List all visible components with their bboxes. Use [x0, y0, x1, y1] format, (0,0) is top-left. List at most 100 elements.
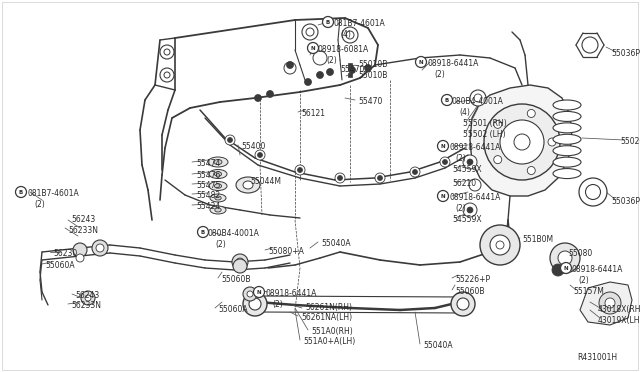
- Circle shape: [527, 167, 535, 174]
- Circle shape: [96, 244, 104, 252]
- Bar: [348, 73, 352, 77]
- Circle shape: [442, 94, 452, 106]
- Circle shape: [527, 109, 535, 118]
- Ellipse shape: [209, 170, 227, 179]
- Text: 55080: 55080: [568, 249, 592, 258]
- Text: 56210: 56210: [452, 179, 476, 188]
- Circle shape: [306, 28, 314, 36]
- Ellipse shape: [210, 206, 226, 214]
- Text: 081B7-4601A: 081B7-4601A: [27, 189, 79, 198]
- Text: 55470: 55470: [340, 65, 364, 74]
- Circle shape: [467, 207, 473, 213]
- Ellipse shape: [553, 112, 581, 121]
- Text: 55501 (RH): 55501 (RH): [463, 119, 507, 128]
- Circle shape: [15, 186, 26, 198]
- Circle shape: [493, 155, 502, 164]
- Circle shape: [335, 173, 345, 183]
- Text: 08918-6081A: 08918-6081A: [318, 45, 369, 54]
- Circle shape: [442, 160, 447, 164]
- Text: 55400: 55400: [241, 142, 266, 151]
- Text: 54559X: 54559X: [452, 165, 482, 174]
- Text: 55010B: 55010B: [358, 60, 387, 69]
- Text: B: B: [19, 189, 23, 195]
- Circle shape: [243, 287, 257, 301]
- Ellipse shape: [599, 292, 621, 314]
- Text: 55475: 55475: [196, 181, 220, 190]
- Text: 55482: 55482: [196, 191, 220, 200]
- Text: 56233N: 56233N: [68, 226, 98, 235]
- Circle shape: [227, 138, 232, 142]
- Circle shape: [440, 157, 450, 167]
- Ellipse shape: [553, 157, 581, 167]
- Circle shape: [323, 16, 333, 28]
- Circle shape: [326, 68, 333, 76]
- Ellipse shape: [209, 182, 227, 190]
- Text: R431001H: R431001H: [577, 353, 617, 362]
- Circle shape: [298, 167, 303, 173]
- Ellipse shape: [215, 196, 221, 200]
- Ellipse shape: [214, 160, 222, 164]
- Circle shape: [225, 135, 235, 145]
- Ellipse shape: [553, 134, 581, 144]
- Text: 551B0M: 551B0M: [522, 235, 553, 244]
- Circle shape: [561, 263, 572, 273]
- Circle shape: [92, 240, 108, 256]
- Ellipse shape: [210, 194, 226, 202]
- Ellipse shape: [579, 178, 607, 206]
- Text: 55020M: 55020M: [620, 137, 640, 146]
- Circle shape: [463, 203, 477, 217]
- Text: N: N: [257, 289, 261, 295]
- Circle shape: [490, 235, 510, 255]
- Text: B: B: [445, 97, 449, 103]
- Circle shape: [438, 190, 449, 202]
- Text: 55036P: 55036P: [611, 49, 640, 58]
- Text: (2): (2): [215, 240, 226, 249]
- Text: 08918-6441A: 08918-6441A: [265, 289, 316, 298]
- Text: (2): (2): [434, 70, 445, 79]
- Ellipse shape: [214, 172, 221, 176]
- Text: N: N: [310, 45, 316, 51]
- Text: 56121: 56121: [301, 109, 325, 118]
- Text: 55044M: 55044M: [250, 177, 281, 186]
- Text: 56243: 56243: [71, 215, 95, 224]
- Text: 56261NA(LH): 56261NA(LH): [301, 313, 352, 322]
- Text: B: B: [201, 230, 205, 234]
- Circle shape: [451, 292, 475, 316]
- Text: 55060B: 55060B: [455, 287, 484, 296]
- Text: 551A0(RH): 551A0(RH): [311, 327, 353, 336]
- Circle shape: [346, 31, 354, 39]
- Ellipse shape: [214, 184, 221, 188]
- Circle shape: [493, 121, 502, 128]
- Text: 081B7-4601A: 081B7-4601A: [333, 19, 385, 28]
- Text: 08918-6441A: 08918-6441A: [449, 143, 500, 152]
- Ellipse shape: [553, 169, 581, 179]
- Text: 08918-6441A: 08918-6441A: [571, 265, 622, 274]
- Ellipse shape: [553, 123, 581, 133]
- Text: (2): (2): [326, 56, 337, 65]
- Text: 55040A: 55040A: [321, 239, 351, 248]
- Text: B: B: [326, 19, 330, 25]
- Circle shape: [253, 286, 264, 298]
- Circle shape: [266, 90, 273, 97]
- Text: 55080+A: 55080+A: [268, 247, 304, 256]
- Circle shape: [342, 27, 358, 43]
- Circle shape: [257, 153, 262, 157]
- Ellipse shape: [605, 298, 615, 308]
- Polygon shape: [470, 85, 572, 196]
- Circle shape: [307, 42, 319, 54]
- Circle shape: [365, 64, 371, 71]
- Polygon shape: [580, 282, 632, 325]
- Text: (2): (2): [455, 154, 466, 163]
- Bar: [348, 63, 352, 67]
- Text: 56233N: 56233N: [71, 301, 101, 310]
- Ellipse shape: [553, 100, 581, 110]
- Circle shape: [247, 291, 253, 297]
- Text: 55040A: 55040A: [423, 341, 452, 350]
- Circle shape: [469, 179, 481, 191]
- Circle shape: [160, 68, 174, 82]
- Circle shape: [164, 49, 170, 55]
- Circle shape: [480, 225, 520, 265]
- Text: 55226+P: 55226+P: [455, 275, 490, 284]
- Ellipse shape: [208, 157, 228, 167]
- Text: N: N: [419, 60, 423, 64]
